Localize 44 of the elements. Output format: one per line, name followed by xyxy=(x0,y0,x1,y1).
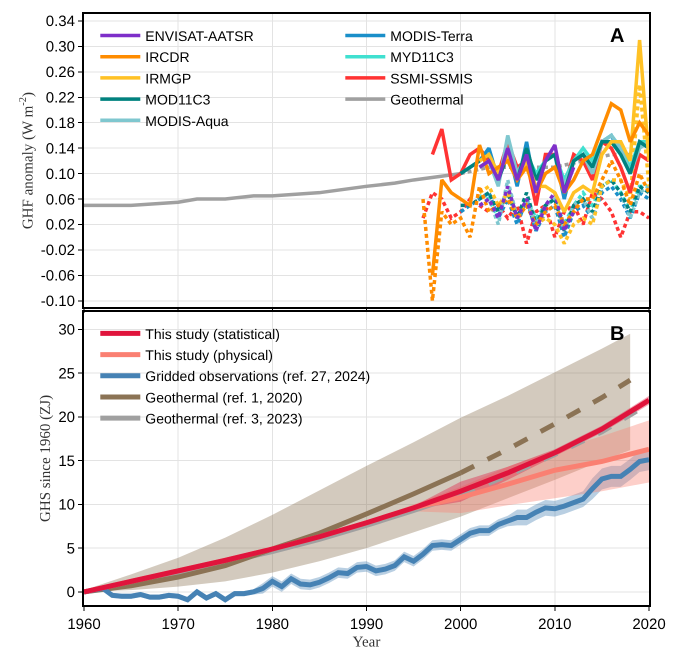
y-tick-label: 0.34 xyxy=(46,13,75,30)
legend-label: IRMGP xyxy=(145,70,192,86)
y-axis-title: GHS since 1960 (ZJ) xyxy=(38,394,54,522)
annotation: B xyxy=(610,323,624,345)
legend-label: Geothermal (ref. 1, 2020) xyxy=(145,389,302,406)
legend-label: MODIS-Aqua xyxy=(145,112,229,129)
y-tick-label: 0.26 xyxy=(46,64,75,82)
y-tick-label: 15 xyxy=(58,452,75,470)
y-tick-label: 25 xyxy=(58,365,75,382)
y-tick-label: 0.14 xyxy=(46,140,75,158)
legend-label: This study (statistical) xyxy=(145,326,280,342)
y-tick-label: 0.30 xyxy=(46,38,75,56)
legend-label: Geothermal (ref. 3, 2023) xyxy=(145,410,302,427)
y-tick-label: 10 xyxy=(58,496,75,514)
legend-label: SSMI-SSMIS xyxy=(390,70,473,86)
y-tick-label: 0.18 xyxy=(46,114,75,132)
y-tick-label: -0.02 xyxy=(40,242,75,260)
x-tick-label: 1960 xyxy=(67,616,101,633)
x-tick-label: 2010 xyxy=(538,616,572,633)
x-axis-title: Year xyxy=(352,634,380,650)
legend-label: MYD11C3 xyxy=(390,49,454,66)
legend-label: Gridded observations (ref. 27, 2024) xyxy=(145,368,370,384)
annotation: A xyxy=(610,25,624,47)
legend-label: MODIS-Terra xyxy=(390,28,473,44)
x-tick-label: 1980 xyxy=(256,616,290,633)
y-tick-label: 0.22 xyxy=(46,90,75,107)
y-tick-label: 0.10 xyxy=(46,166,75,183)
x-tick-label: 2020 xyxy=(632,616,666,633)
y-tick-label: 30 xyxy=(58,322,75,339)
x-tick-label: 1990 xyxy=(350,616,384,633)
y-tick-label: 5 xyxy=(66,540,75,558)
y-tick-label: 0.02 xyxy=(46,216,75,234)
y-tick-label: 0 xyxy=(66,584,75,602)
y-tick-label: 0.06 xyxy=(46,191,75,208)
x-tick-label: 2000 xyxy=(444,616,478,633)
y-tick-label: -0.10 xyxy=(40,293,75,310)
y-tick-label: -0.06 xyxy=(40,268,75,285)
legend-label: This study (physical) xyxy=(145,347,273,364)
legend-label: IRCDR xyxy=(145,49,190,66)
legend-label: MOD11C3 xyxy=(145,92,211,108)
x-tick-label: 1970 xyxy=(161,616,195,633)
legend-label: ENVISAT-AATSR xyxy=(145,28,254,44)
y-tick-label: 20 xyxy=(58,409,75,426)
legend-label: Geothermal xyxy=(390,92,464,108)
